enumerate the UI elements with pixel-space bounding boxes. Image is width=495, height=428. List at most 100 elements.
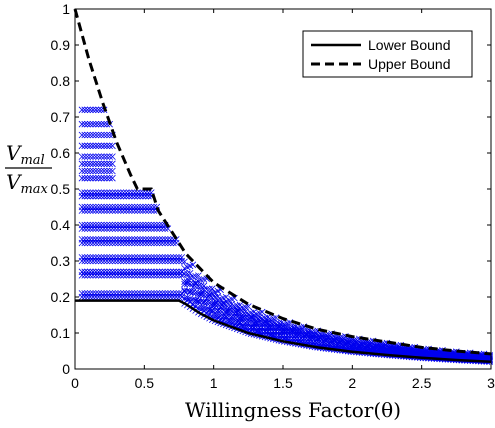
scatter-point (81, 225, 88, 232)
scatter-point (164, 254, 172, 261)
scatter-point (128, 225, 136, 232)
scatter-point (139, 207, 147, 214)
scatter-point (78, 120, 86, 128)
scatter-point (95, 160, 102, 168)
legend-label: Lower Bound (368, 37, 451, 53)
scatter-point (98, 160, 105, 168)
scatter-point (103, 174, 111, 182)
scatter-point (92, 167, 100, 175)
scatter-point (103, 160, 111, 168)
scatter-point (98, 272, 105, 279)
scatter-point (117, 257, 125, 265)
scatter-point (89, 174, 97, 182)
scatter-point (103, 207, 111, 214)
scatter-point (89, 192, 97, 200)
scatter-point (92, 236, 100, 243)
scatter-point (419, 348, 427, 355)
scatter-point (78, 290, 86, 297)
scatter-point (109, 192, 116, 200)
scatter-point (311, 328, 319, 335)
scatter-point (175, 290, 183, 297)
scatter-point (136, 203, 144, 211)
scatter-point (114, 254, 122, 261)
scatter-point (150, 272, 158, 279)
scatter-point (164, 293, 172, 301)
scatter-point (120, 236, 127, 243)
scatter-point (111, 192, 119, 200)
scatter-point (142, 239, 150, 247)
scatter-point (195, 298, 202, 306)
scatter-point (98, 239, 105, 247)
scatter-point (134, 290, 141, 297)
scatter-point (197, 282, 205, 290)
scatter-point (95, 174, 102, 182)
scatter-point (131, 203, 138, 211)
scatter-point (95, 221, 102, 229)
scatter-point (136, 254, 144, 261)
scatter-point (89, 293, 97, 301)
scatter-point (136, 272, 144, 279)
scatter-point (106, 192, 113, 200)
scatter-point (167, 254, 174, 261)
scatter-point (98, 174, 105, 182)
scatter-point (156, 293, 163, 301)
scatter-point (159, 272, 166, 279)
scatter-point (145, 207, 152, 214)
scatter-point (81, 272, 88, 279)
scatter-point (84, 174, 91, 182)
scatter-point (175, 272, 183, 279)
scatter-point (233, 309, 241, 317)
bound-lines (73, 8, 492, 364)
scatter-point (103, 142, 111, 150)
scatter-point (139, 293, 147, 301)
scatter-point (103, 153, 111, 160)
scatter-point (98, 142, 105, 150)
scatter-point (89, 239, 97, 247)
y-tick-label: 0.1 (51, 325, 71, 341)
scatter-point (242, 311, 249, 318)
scatter-point (86, 293, 94, 301)
scatter-point (81, 203, 88, 211)
scatter-point (161, 239, 169, 247)
scatter-point (139, 268, 147, 276)
scatter-point (81, 106, 88, 114)
scatter-point (123, 293, 130, 301)
scatter-point (103, 268, 111, 276)
scatter-point (128, 254, 136, 261)
scatter-point (106, 257, 113, 265)
scatter-point (86, 239, 94, 247)
scatter-point (92, 189, 100, 196)
scatter-point (128, 207, 136, 214)
scatter-point (142, 236, 150, 243)
scatter-point (120, 257, 127, 265)
y-tick-label: 0.8 (51, 73, 71, 89)
scatter-point (239, 314, 247, 322)
scatter-point (109, 203, 116, 211)
scatter-point (125, 225, 133, 232)
scatter-point (95, 293, 102, 301)
scatter-point (100, 189, 108, 196)
scatter-point (92, 153, 100, 160)
upper-bound-line (73, 8, 492, 356)
scatter-point (178, 254, 186, 261)
scatter-point (123, 236, 130, 243)
scatter-point (120, 293, 127, 301)
scatter-point (109, 225, 116, 232)
scatter-point (95, 131, 102, 139)
x-tick-label: 2.5 (412, 375, 432, 391)
scatter-point (164, 239, 172, 247)
scatter-point (136, 239, 144, 247)
scatter-point (167, 268, 174, 276)
scatter-point (167, 272, 174, 279)
scatter-point (84, 153, 91, 160)
scatter-point (142, 221, 150, 229)
scatter-point (167, 290, 174, 297)
scatter-point (95, 167, 102, 175)
y-tick-label: 0.7 (51, 109, 71, 125)
scatter-point (142, 257, 150, 265)
scatter-point (170, 272, 177, 279)
scatter-point (267, 319, 274, 326)
scatter-point (153, 257, 161, 265)
scatter-point (264, 319, 272, 327)
scatter-point (167, 239, 174, 247)
